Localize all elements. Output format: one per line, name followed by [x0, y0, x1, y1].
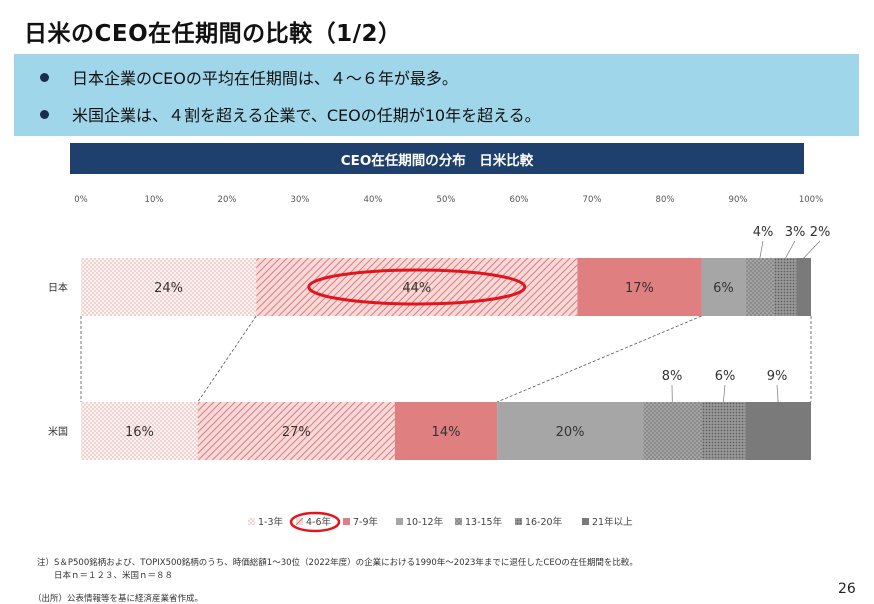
- bar-segment: [197, 402, 395, 460]
- highlight-ellipse: [307, 268, 527, 306]
- bar-segment: [497, 402, 644, 460]
- summary-bullet-2: 米国企業は、４割を超える企業で、CEOの任期が10年を超える。: [40, 102, 541, 126]
- summary-bullet-text: 米国企業は、４割を超える企業で、CEOの任期が10年を超える。: [72, 106, 541, 125]
- data-label: 4%: [753, 225, 774, 240]
- legend-label: 1-3年: [258, 516, 284, 528]
- x-tick-label: 90%: [729, 195, 748, 205]
- bullet-dot-icon: [40, 72, 49, 82]
- data-label: 27%: [282, 425, 311, 440]
- bar-segment: [701, 402, 746, 460]
- bar-segment: [796, 258, 811, 316]
- data-label: 8%: [662, 369, 683, 384]
- legend-label: 16-20年: [525, 516, 563, 528]
- category-label: 米国: [48, 425, 68, 438]
- bar-segment: [643, 402, 702, 460]
- legend-label: 7-9年: [353, 516, 379, 528]
- leader-line: [723, 384, 726, 403]
- leader-line: [803, 240, 821, 259]
- legend-swatch: [248, 518, 255, 525]
- x-tick-label: 70%: [583, 195, 602, 205]
- data-label: 14%: [432, 425, 461, 440]
- legend-swatch: [396, 518, 403, 525]
- chart-title: CEO在任期間の分布 日米比較: [70, 143, 804, 174]
- connector-line: [197, 315, 257, 403]
- legend-highlight-ellipse: [289, 511, 341, 533]
- data-label: 44%: [402, 281, 431, 296]
- legend-label: 13-15年: [465, 516, 503, 528]
- bar-segment: [745, 402, 811, 460]
- legend-label: 21年以上: [592, 516, 633, 528]
- leader-line: [759, 240, 764, 259]
- bar-segment: [701, 258, 746, 316]
- bar-segment: [774, 258, 797, 316]
- bar-segment: [394, 402, 498, 460]
- connector-line: [496, 315, 702, 403]
- summary-bullet-1: 日本企業のCEOの平均在任期間は、４～６年が最多。: [40, 65, 458, 89]
- bar-segment: [745, 258, 775, 316]
- bar-segment: [81, 402, 198, 460]
- category-label: 日本: [48, 281, 68, 294]
- page-number: 26: [838, 581, 856, 597]
- legend-swatch: [343, 518, 350, 525]
- summary-box: 日本企業のCEOの平均在任期間は、４～６年が最多。 米国企業は、４割を超える企業…: [14, 54, 859, 136]
- bullet-dot-icon: [40, 109, 49, 119]
- x-tick-label: 0%: [74, 195, 88, 205]
- x-tick-label: 10%: [145, 195, 164, 205]
- data-label: 16%: [125, 425, 154, 440]
- x-tick-label: 60%: [510, 195, 529, 205]
- leader-line: [776, 384, 779, 403]
- x-tick-label: 80%: [656, 195, 675, 205]
- data-label: 17%: [625, 281, 654, 296]
- data-label: 24%: [154, 281, 183, 296]
- legend-swatch: [296, 518, 303, 525]
- bar-segment: [81, 258, 257, 316]
- footnote-sample-size: 日本ｎ＝１２３、米国ｎ＝８８: [54, 571, 174, 581]
- source-note: （出所）公表情報等を基に経済産業省作成。: [33, 594, 204, 604]
- page-title: 日米のCEO在任期間の比較（1/2）: [24, 21, 402, 47]
- x-tick-label: 50%: [437, 195, 456, 205]
- x-tick-label: 40%: [364, 195, 383, 205]
- legend-label: 10-12年: [406, 516, 444, 528]
- data-label: 2%: [810, 225, 831, 240]
- data-label: 3%: [785, 225, 806, 240]
- data-label: 20%: [556, 425, 585, 440]
- x-tick-label: 20%: [218, 195, 237, 205]
- legend-label: 4-6年: [306, 516, 332, 528]
- legend-swatch: [455, 518, 462, 525]
- data-label: 9%: [767, 369, 788, 384]
- leader-line: [785, 240, 796, 259]
- bar-segment: [577, 258, 702, 316]
- legend-swatch: [515, 518, 522, 525]
- summary-bullet-text: 日本企業のCEOの平均在任期間は、４～６年が最多。: [72, 69, 458, 88]
- legend-swatch: [582, 518, 589, 525]
- footnote: 注）S＆P500銘柄および、TOPIX500銘柄のうち、時価総額1～30位（20…: [37, 558, 638, 568]
- data-label: 6%: [713, 281, 734, 296]
- data-label: 6%: [715, 369, 736, 384]
- x-tick-label: 30%: [291, 195, 310, 205]
- x-tick-label: 100%: [799, 195, 823, 205]
